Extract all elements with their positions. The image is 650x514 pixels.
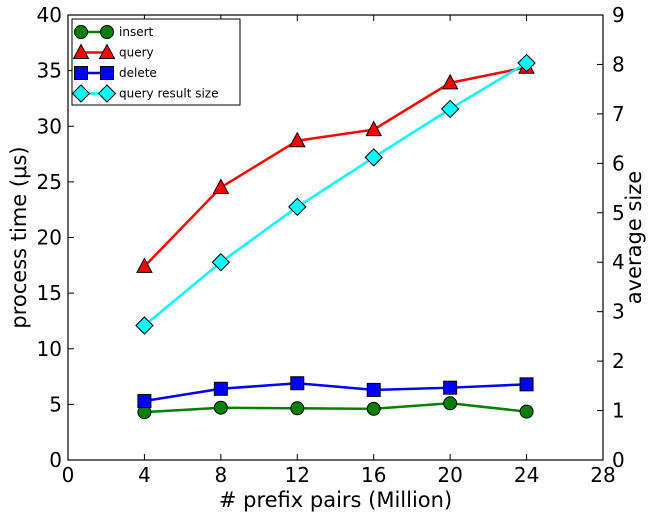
x-tick-label: 20	[437, 463, 462, 487]
legend-box	[71, 18, 241, 106]
y-tick-label-right: 2	[612, 349, 625, 373]
y-tick-label-right: 8	[612, 52, 625, 76]
legend-marker-delete	[74, 66, 88, 80]
y-tick-label-left: 40	[37, 3, 62, 27]
data-point-delete	[137, 394, 152, 409]
y-tick-label-left: 15	[37, 281, 62, 305]
y-tick-label-left: 5	[49, 392, 62, 416]
data-point-insert	[213, 400, 228, 415]
legend-marker-query	[72, 43, 90, 59]
data-point-delete	[213, 381, 228, 396]
y-tick-label-left: 20	[37, 226, 62, 250]
series-line-insert	[144, 402, 527, 414]
legend-label-query: query	[119, 46, 154, 60]
y-axis-title-right: average size	[622, 171, 646, 304]
data-point-query-result-size	[288, 197, 307, 217]
data-point-delete	[443, 380, 458, 395]
x-tick-label: 8	[214, 463, 227, 487]
data-point-query-result-size	[364, 148, 383, 167]
legend-marker-query-result-size	[71, 84, 91, 103]
series-query-result-size	[135, 53, 536, 335]
data-point-query	[441, 73, 459, 90]
y-tick-label-left: 0	[49, 448, 62, 472]
series-query	[136, 58, 535, 273]
x-tick-label: 12	[285, 463, 310, 487]
y-tick-label-right: 6	[612, 151, 625, 175]
legend-marker-insert	[100, 25, 114, 39]
y-tick-label-right: 4	[612, 250, 625, 274]
data-point-delete	[290, 376, 305, 391]
series-insert	[137, 396, 534, 420]
data-point-delete	[366, 382, 381, 397]
data-point-insert	[290, 401, 305, 416]
series-delete	[137, 376, 534, 409]
x-tick-label: 4	[138, 463, 151, 487]
data-point-query-result-size	[211, 253, 231, 272]
legend-label-query-result-size: query result size	[119, 87, 219, 101]
y-tick-label-left: 35	[37, 59, 62, 83]
data-point-query	[212, 178, 230, 194]
y-tick-label-right: 7	[612, 102, 625, 126]
y-tick-label-left: 10	[37, 337, 62, 361]
series-line-delete	[144, 381, 527, 403]
data-point-delete	[519, 377, 534, 392]
y-tick-label-right: 1	[612, 399, 625, 423]
series-line-query	[143, 66, 527, 268]
data-point-query	[288, 131, 306, 148]
data-point-insert	[366, 401, 381, 416]
y-tick-label-right: 5	[612, 201, 625, 225]
x-tick-label: 28	[590, 463, 615, 487]
y-tick-label-left: 30	[37, 114, 62, 138]
legend-marker-insert	[74, 25, 88, 39]
legend-marker-query	[98, 43, 116, 59]
data-point-insert	[519, 404, 534, 419]
legend-marker-query-result-size	[97, 84, 117, 103]
x-tick-label: 24	[514, 463, 539, 487]
data-point-insert	[443, 396, 458, 411]
legend-marker-delete	[100, 66, 114, 80]
series-layer	[135, 53, 536, 420]
x-axis-title: # prefix pairs (Million)	[219, 488, 452, 512]
data-point-query-result-size	[440, 99, 460, 119]
y-tick-label-left: 25	[37, 170, 62, 194]
legend-label-delete: delete	[119, 66, 157, 80]
y-tick-label-right: 3	[612, 300, 625, 324]
legend-label-insert: insert	[119, 25, 154, 39]
data-point-query	[136, 257, 153, 273]
data-point-query-result-size	[135, 316, 154, 335]
y-tick-label-right: 0	[612, 448, 625, 472]
x-tick-label: 16	[361, 463, 386, 487]
y-axis-title-left: process time (μs)	[7, 146, 31, 328]
data-point-query	[365, 120, 383, 137]
legend: insert query delete query result size	[71, 18, 241, 106]
data-point-query-result-size	[517, 53, 536, 73]
y-tick-label-right: 9	[612, 3, 625, 27]
x-tick-label: 0	[62, 463, 75, 487]
series-line-query-result-size	[143, 61, 528, 327]
